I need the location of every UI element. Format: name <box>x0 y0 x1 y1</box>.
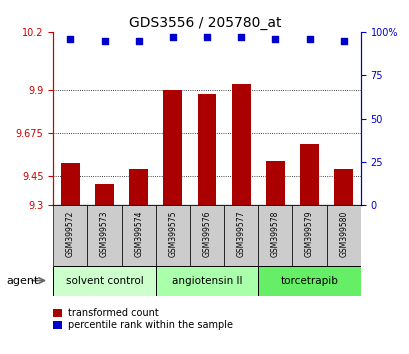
Text: GDS3556 / 205780_at: GDS3556 / 205780_at <box>128 16 281 30</box>
Bar <box>231 84 250 205</box>
Bar <box>299 144 318 205</box>
Bar <box>61 163 80 205</box>
Point <box>135 38 142 44</box>
Text: solvent control: solvent control <box>65 275 143 286</box>
Point <box>101 38 108 44</box>
Point <box>339 38 346 44</box>
Bar <box>189 205 224 266</box>
Bar <box>53 266 155 296</box>
Point <box>67 36 74 42</box>
Bar <box>333 169 352 205</box>
Text: GSM399576: GSM399576 <box>202 210 211 257</box>
Bar <box>121 205 155 266</box>
Bar <box>155 266 258 296</box>
Text: agent: agent <box>6 275 38 286</box>
Text: GSM399572: GSM399572 <box>66 210 75 257</box>
Text: transformed count: transformed count <box>68 308 159 318</box>
Text: GSM399573: GSM399573 <box>100 210 109 257</box>
Bar <box>53 205 87 266</box>
Bar <box>265 161 284 205</box>
Text: GSM399575: GSM399575 <box>168 210 177 257</box>
Bar <box>326 205 360 266</box>
Text: GSM399574: GSM399574 <box>134 210 143 257</box>
Bar <box>95 184 114 205</box>
Bar <box>155 205 189 266</box>
Bar <box>129 169 148 205</box>
Bar <box>87 205 121 266</box>
Point <box>272 36 278 42</box>
Text: percentile rank within the sample: percentile rank within the sample <box>68 320 233 330</box>
Point <box>169 34 176 40</box>
Text: torcetrapib: torcetrapib <box>280 275 338 286</box>
Point <box>306 36 312 42</box>
Text: GSM399580: GSM399580 <box>338 210 347 257</box>
Bar <box>163 90 182 205</box>
Text: GSM399577: GSM399577 <box>236 210 245 257</box>
Text: angiotensin II: angiotensin II <box>171 275 242 286</box>
Text: GSM399578: GSM399578 <box>270 210 279 257</box>
Point <box>203 34 210 40</box>
Bar <box>292 205 326 266</box>
Bar <box>224 205 258 266</box>
Bar <box>258 266 360 296</box>
Text: GSM399579: GSM399579 <box>304 210 313 257</box>
Bar <box>258 205 292 266</box>
Point <box>237 34 244 40</box>
Bar <box>197 93 216 205</box>
